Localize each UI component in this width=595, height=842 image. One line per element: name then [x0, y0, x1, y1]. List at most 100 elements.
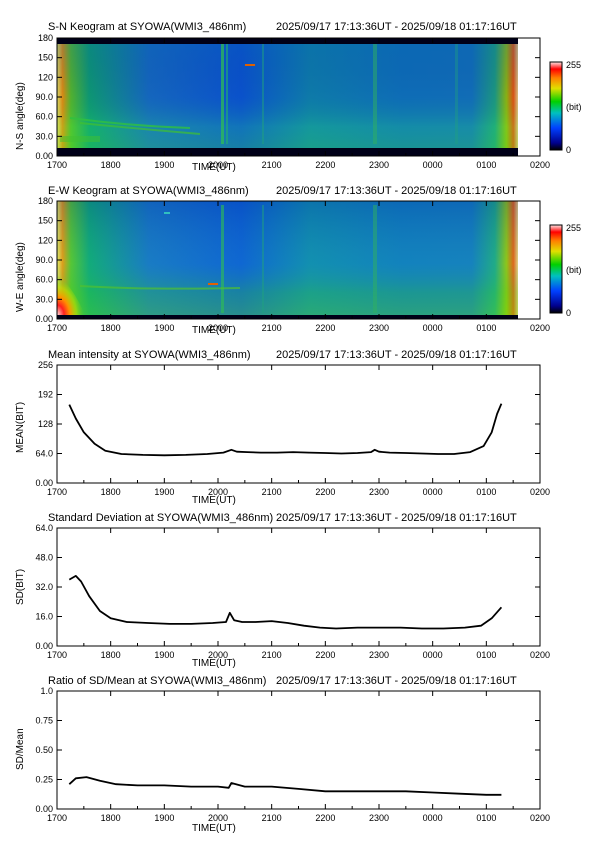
sn-ytick-label: 90.0 — [35, 92, 53, 102]
sd-xtick-label: 1800 — [101, 650, 121, 660]
mean-xtick-label: 2100 — [262, 487, 282, 497]
ratio-ytick-label: 0.75 — [35, 716, 53, 726]
ratio-xtick-label: 2000 — [208, 813, 228, 823]
ew-ytick-label: 120 — [38, 235, 53, 245]
ratio-xtick-label: 2100 — [262, 813, 282, 823]
sd-ticks: 1700 1800 1900 2000 2100 2200 2300 0000 0100 0200… — [35, 523, 550, 660]
sn-ytick-label: 30.0 — [35, 131, 53, 141]
ew-colorbar: 255 (bit) 0 — [549, 223, 582, 318]
sn-colorbar-min: 0 — [566, 145, 571, 155]
ew-xtick-label: 2000 — [208, 323, 228, 333]
ratio-series — [68, 776, 502, 796]
sd-series — [68, 575, 503, 630]
mean-xtick-label: 2300 — [369, 487, 389, 497]
ew-keogram-ylabel: W-E angle(deg) — [15, 242, 26, 312]
ratio-xtick-label: 2300 — [369, 813, 389, 823]
mean-xtick-label: 1900 — [154, 487, 174, 497]
mean-ytick-label: 192 — [38, 390, 53, 400]
ew-xtick-label: 1800 — [101, 323, 121, 333]
mean-xlabel: TIME(UT) — [192, 495, 236, 506]
sn-keogram-ticks: 1700 1800 1900 2000 2100 2200 2300 0000 0100 0200… — [35, 33, 550, 170]
sn-xtick-label: 2200 — [315, 160, 335, 170]
sd-xlabel: TIME(UT) — [192, 658, 236, 669]
ew-colorbar-min: 0 — [566, 308, 571, 318]
mean-plot-area — [56, 364, 541, 484]
mean-xtick-label: 1800 — [101, 487, 121, 497]
ew-keogram-time-range: 2025/09/17 17:13:36UT - 2025/09/18 01:17… — [276, 185, 517, 197]
sn-xtick-label: 2100 — [262, 160, 282, 170]
sd-line — [68, 575, 503, 630]
mean-ticks: 1700 1800 1900 2000 2100 2200 2300 0000 0100 0200… — [35, 360, 550, 497]
ew-keogram-xlabel: TIME(UT) — [192, 325, 236, 336]
sn-colorbar-max: 255 — [566, 60, 581, 70]
mean-xtick-label: 0000 — [423, 487, 443, 497]
ew-xtick-label: 0100 — [476, 323, 496, 333]
mean-title: Mean intensity at SYOWA(WMI3_486nm) — [48, 349, 251, 361]
ew-colorbar-max: 255 — [566, 223, 581, 233]
sn-keogram-title: S-N Keogram at SYOWA(WMI3_486nm) — [48, 21, 246, 33]
mean-xtick-label: 0100 — [476, 487, 496, 497]
ew-ytick-label: 0.00 — [35, 314, 53, 324]
sn-xtick-label: 0000 — [423, 160, 443, 170]
mean-line — [68, 403, 503, 457]
sn-ytick-label: 120 — [38, 72, 53, 82]
ratio-title: Ratio of SD/Mean at SYOWA(WMI3_486nm) — [48, 675, 266, 687]
sd-plot-area — [56, 527, 541, 647]
ratio-panel: Ratio of SD/Mean at SYOWA(WMI3_486nm) 20… — [15, 675, 550, 834]
sd-xtick-label: 2100 — [262, 650, 282, 660]
ratio-xtick-label: 0200 — [530, 813, 550, 823]
sn-keogram-panel: S-N Keogram at SYOWA(WMI3_486nm) 2025/09… — [15, 21, 582, 173]
sd-xtick-label: 2000 — [208, 650, 228, 660]
sd-panel: Standard Deviation at SYOWA(WMI3_486nm) … — [15, 512, 550, 669]
ew-keogram-image — [57, 201, 518, 319]
sn-keogram-ylabel: N-S angle(deg) — [15, 82, 26, 150]
sd-xtick-label: 0100 — [476, 650, 496, 660]
mean-ylabel: MEAN(BIT) — [15, 402, 26, 453]
sn-colorbar-unit: (bit) — [566, 102, 582, 112]
ew-xtick-label: 2100 — [262, 323, 282, 333]
sn-xtick-label: 2300 — [369, 160, 389, 170]
ratio-xtick-label: 1900 — [154, 813, 174, 823]
mean-xtick-label: 2000 — [208, 487, 228, 497]
sn-xtick-label: 0100 — [476, 160, 496, 170]
ew-ytick-label: 150 — [38, 216, 53, 226]
mean-xtick-label: 0200 — [530, 487, 550, 497]
ew-keogram-panel: E-W Keogram at SYOWA(WMI3_486nm) 2025/09… — [15, 185, 582, 336]
sn-xtick-label: 1900 — [154, 160, 174, 170]
sd-xtick-label: 0200 — [530, 650, 550, 660]
sd-xtick-label: 2300 — [369, 650, 389, 660]
sn-keogram-xlabel: TIME(UT) — [192, 162, 236, 173]
sn-ytick-label: 150 — [38, 53, 53, 63]
sd-ytick-label: 0.00 — [35, 641, 53, 651]
ew-keogram-ticks: 1700 1800 1900 2000 2100 2200 2300 0000 0100 0200… — [35, 196, 550, 333]
ratio-xtick-label: 0000 — [423, 813, 443, 823]
sn-ytick-label: 60.0 — [35, 112, 53, 122]
sn-ytick-label: 0.00 — [35, 151, 53, 161]
mean-ytick-label: 0.00 — [35, 478, 53, 488]
mean-ytick-label: 128 — [38, 419, 53, 429]
sd-time-range: 2025/09/17 17:13:36UT - 2025/09/18 01:17… — [276, 512, 517, 524]
ratio-xtick-label: 2200 — [315, 813, 335, 823]
ew-colorbar-unit: (bit) — [566, 265, 582, 275]
sn-ytick-label: 180 — [38, 33, 53, 43]
sn-keogram-image — [57, 38, 518, 156]
ew-ytick-label: 180 — [38, 196, 53, 206]
mean-series — [68, 403, 503, 457]
ratio-time-range: 2025/09/17 17:13:36UT - 2025/09/18 01:17… — [276, 675, 517, 687]
sd-xtick-label: 1700 — [47, 650, 67, 660]
ew-xtick-label: 0000 — [423, 323, 443, 333]
ratio-ticks: 1700 1800 1900 2000 2100 2200 2300 0000 0100 0200… — [35, 686, 550, 823]
ratio-xtick-label: 0100 — [476, 813, 496, 823]
ew-ytick-label: 90.0 — [35, 255, 53, 265]
ratio-line — [68, 776, 502, 796]
mean-ytick-label: 256 — [38, 360, 53, 370]
ratio-ytick-label: 1.0 — [40, 686, 53, 696]
sd-xtick-label: 0000 — [423, 650, 443, 660]
ratio-xtick-label: 1700 — [47, 813, 67, 823]
ew-ytick-label: 30.0 — [35, 294, 53, 304]
sn-xtick-label: 1800 — [101, 160, 121, 170]
sd-ylabel: SD(BIT) — [15, 569, 26, 605]
ratio-ytick-label: 0.50 — [35, 745, 53, 755]
sd-ytick-label: 48.0 — [35, 553, 53, 563]
mean-xtick-label: 1700 — [47, 487, 67, 497]
